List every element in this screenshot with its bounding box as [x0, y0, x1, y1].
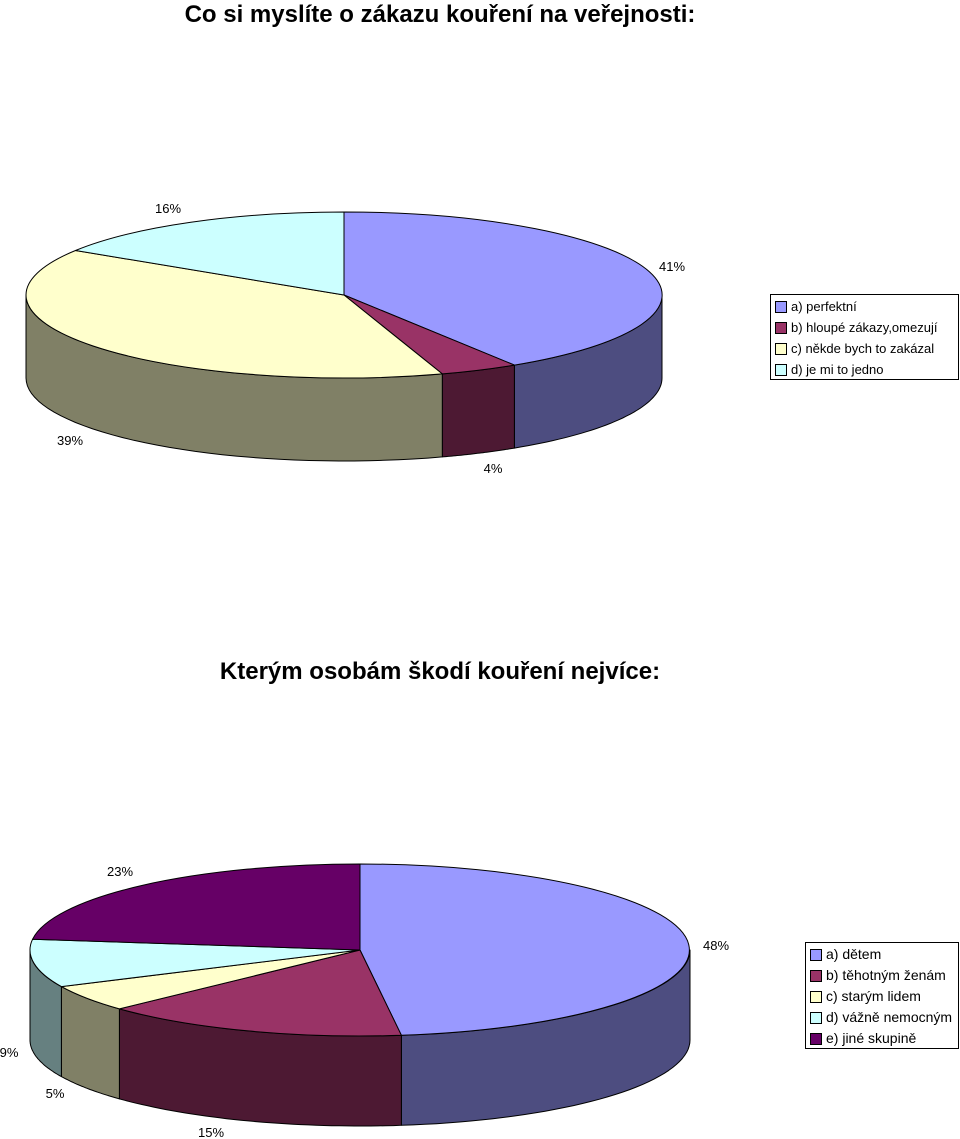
pie-chart-smoking-ban: 41% 4% 39% 16%	[25, 201, 685, 476]
legend-label: a) perfektní	[791, 299, 857, 314]
legend-item: a) perfektní	[775, 296, 952, 317]
pie-slice	[32, 863, 361, 951]
legend-swatch	[810, 969, 822, 982]
pie-data-label: 23%	[107, 864, 133, 879]
legend-label: e) jiné skupině	[826, 1030, 917, 1046]
chart-title-smoking-harm: Kterým osobám škodí kouření nejvíce:	[219, 658, 661, 685]
legend-label: d) je mi to jedno	[791, 362, 884, 377]
pie-data-label: 16%	[155, 201, 181, 216]
pie-data-label: 39%	[57, 433, 83, 448]
legend-smoking-harm: a) dětem b) těhotným ženám c) starým lid…	[805, 942, 959, 1049]
legend-item: a) dětem	[810, 944, 952, 965]
pie-data-label: 4%	[484, 461, 503, 476]
pie-slice	[359, 863, 690, 1036]
legend-swatch	[810, 990, 822, 1003]
pie-data-label: 5%	[46, 1086, 65, 1101]
pie-slice	[29, 938, 361, 988]
legend-item: d) vážně nemocným	[810, 1007, 952, 1028]
legend-smoking-ban: a) perfektní b) hloupé zákazy,omezují c)…	[770, 294, 959, 380]
pie-slice	[343, 211, 663, 366]
legend-label: a) dětem	[826, 946, 882, 962]
legend-item: e) jiné skupině	[810, 1028, 952, 1049]
pie-slice	[75, 211, 345, 296]
chart-title-smoking-ban: Co si myslíte o zákazu kouření na veřejn…	[184, 1, 696, 28]
legend-label: b) těhotným ženám	[826, 967, 946, 983]
pie-chart-smoking-harm: 48% 15% 5% 9% 23%	[0, 863, 729, 1139]
legend-swatch	[775, 342, 787, 355]
pie-side-wall	[441, 364, 515, 458]
legend-swatch	[810, 1011, 822, 1024]
pie-slice	[118, 949, 402, 1037]
pie-data-label: 15%	[198, 1125, 224, 1139]
legend-swatch	[775, 321, 787, 334]
legend-swatch	[775, 363, 787, 376]
pie-data-label: 48%	[703, 938, 729, 953]
legend-swatch	[810, 948, 822, 961]
pie-data-label: 41%	[659, 259, 685, 274]
legend-label: c) starým lidem	[826, 988, 921, 1004]
legend-swatch	[775, 300, 787, 313]
legend-label: b) hloupé zákazy,omezují	[791, 320, 938, 335]
legend-item: c) někde bych to zakázal	[775, 338, 952, 359]
legend-item: b) těhotným ženám	[810, 965, 952, 986]
legend-swatch	[810, 1032, 822, 1045]
pie-slice	[25, 250, 443, 379]
legend-item: d) je mi to jedno	[775, 359, 952, 380]
legend-label: c) někde bych to zakázal	[791, 341, 935, 356]
pie-data-label: 9%	[0, 1045, 19, 1060]
legend-label: d) vážně nemocným	[826, 1009, 953, 1025]
legend-item: b) hloupé zákazy,omezují	[775, 317, 952, 338]
legend-item: c) starým lidem	[810, 986, 952, 1007]
